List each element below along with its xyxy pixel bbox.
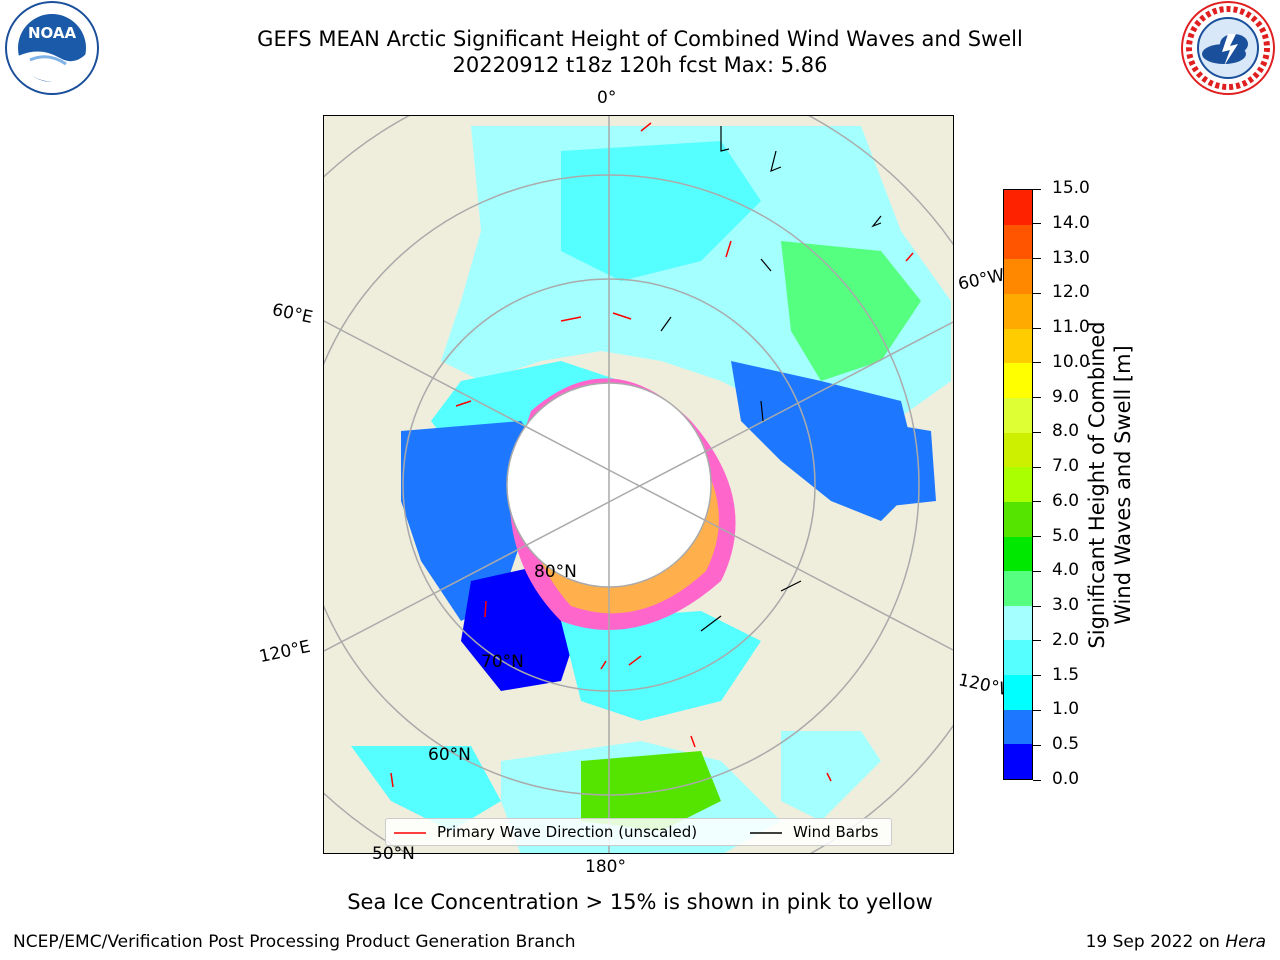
map-canvas — [324, 116, 953, 853]
wave-direction-arrows — [390, 122, 914, 788]
colorbar-tick-label: 5.0 — [1052, 525, 1080, 546]
colorbar — [1003, 189, 1033, 780]
lat-label-60n: 60°N — [428, 745, 471, 765]
colorbar-tick-label: 1.0 — [1052, 699, 1080, 720]
ocean-baffin — [731, 361, 921, 521]
colorbar-tick-mark — [1033, 258, 1041, 260]
wind-barbs — [660, 126, 882, 632]
colorbar-tick-mark — [1033, 397, 1041, 399]
lat-label-70n: 70°N — [481, 652, 524, 672]
ocean-atlantic-inner — [561, 141, 761, 281]
lon-label-0: 0° — [597, 88, 617, 108]
colorbar-tick-mark — [1033, 744, 1041, 746]
credit-text: NCEP/EMC/Verification Post Processing Pr… — [13, 932, 576, 952]
colorbar-swatch — [1004, 744, 1032, 779]
colorbar-swatch — [1004, 640, 1032, 676]
colorbar-tick-label: 8.0 — [1052, 421, 1080, 442]
colorbar-swatch — [1004, 294, 1032, 329]
lon-label-180: 180° — [585, 857, 626, 877]
legend-wind-label: Wind Barbs — [793, 823, 879, 841]
wave-legend-line — [394, 832, 426, 834]
colorbar-tick-mark — [1033, 501, 1041, 503]
colorbar-tick-mark — [1033, 709, 1041, 711]
colorbar-tick-mark — [1033, 362, 1041, 364]
colorbar-tick-label: 6.0 — [1052, 490, 1080, 511]
nws-logo — [1181, 1, 1275, 95]
colorbar-tick-mark — [1033, 188, 1041, 190]
colorbar-swatch — [1004, 363, 1032, 398]
colorbar-tick-label: 7.0 — [1052, 456, 1080, 477]
colorbar-tick-label: 13.0 — [1052, 247, 1090, 268]
colorbar-tick-label: 12.0 — [1052, 282, 1090, 303]
colorbar-swatch — [1004, 259, 1032, 295]
lat-label-80n: 80°N — [534, 562, 577, 582]
colorbar-tick-label: 0.0 — [1052, 769, 1080, 789]
colorbar-tick-mark — [1033, 640, 1041, 642]
legend-wave-label: Primary Wave Direction (unscaled) — [437, 823, 698, 841]
chart-title: GEFS MEAN Arctic Significant Height of C… — [257, 27, 1023, 51]
colorbar-swatch — [1004, 571, 1032, 606]
noaa-logo: NOAA — [5, 1, 99, 95]
ocean-pacific-swell — [581, 751, 721, 831]
colorbar-tick-mark — [1033, 223, 1041, 225]
colorbar-swatch — [1004, 536, 1032, 572]
colorbar-tick-mark — [1033, 675, 1041, 677]
sea-ice-note: Sea Ice Concentration > 15% is shown in … — [347, 890, 933, 914]
colorbar-tick-label: 10.0 — [1052, 351, 1090, 372]
machine-name: Hera — [1225, 932, 1266, 952]
run-date-text: 19 Sep 2022 on — [1085, 932, 1226, 952]
colorbar-tick-label: 1.5 — [1052, 664, 1080, 685]
wind-legend-line — [750, 832, 782, 834]
ocean-chukchi — [561, 611, 761, 721]
colorbar-tick-label: 2.0 — [1052, 629, 1080, 650]
colorbar-tick-label: 14.0 — [1052, 212, 1090, 233]
ocean-okhotsk — [351, 746, 501, 831]
graticule — [324, 116, 953, 853]
colorbar-tick-label: 9.0 — [1052, 386, 1080, 407]
colorbar-tick-mark — [1033, 292, 1041, 294]
ocean-hudson — [871, 421, 936, 506]
colorbar-swatch — [1004, 605, 1032, 641]
chart-subtitle: 20220912 t18z 120h fcst Max: 5.86 — [452, 53, 828, 77]
lon-label-60w: 60°W — [956, 265, 1007, 295]
colorbar-tick-mark — [1033, 536, 1041, 538]
map-legend: Primary Wave Direction (unscaled) Wind B… — [385, 818, 892, 846]
colorbar-tick-label: 11.0 — [1052, 317, 1090, 338]
colorbar-tick-label: 15.0 — [1052, 178, 1090, 198]
colorbar-tick-mark — [1033, 431, 1041, 433]
colorbar-tick-mark — [1033, 605, 1041, 607]
lon-label-60e: 60°E — [270, 299, 315, 329]
lon-label-120e: 120°E — [257, 636, 313, 668]
colorbar-swatch — [1004, 501, 1032, 537]
colorbar-swatch — [1004, 709, 1032, 745]
colorbar-tick-label: 3.0 — [1052, 595, 1080, 616]
colorbar-tick-mark — [1033, 570, 1041, 572]
colorbar-swatch — [1004, 432, 1032, 468]
colorbar-tick-mark — [1033, 466, 1041, 468]
colorbar-swatch — [1004, 328, 1032, 364]
colorbar-tick-label: 4.0 — [1052, 560, 1080, 581]
map-panel — [323, 115, 954, 854]
colorbar-swatch — [1004, 675, 1032, 710]
colorbar-tick-label: 0.5 — [1052, 734, 1080, 755]
colorbar-swatch — [1004, 397, 1032, 433]
colorbar-label-line2: Wind Waves and Swell [m] — [1111, 345, 1135, 625]
noaa-logo-text: NOAA — [28, 24, 77, 42]
colorbar-swatch — [1004, 224, 1032, 260]
ocean-gulf-alaska — [781, 731, 881, 821]
colorbar-label-line1: Significant Height of Combined — [1085, 321, 1109, 649]
colorbar-swatch — [1004, 467, 1032, 502]
run-date: 19 Sep 2022 on Hera — [1086, 932, 1266, 952]
lat-label-50n: 50°N — [372, 844, 415, 864]
colorbar-tick-mark — [1033, 327, 1041, 329]
colorbar-tick-mark — [1033, 779, 1041, 781]
colorbar-label: Significant Height of Combined Wind Wave… — [1084, 321, 1136, 648]
colorbar-swatch — [1004, 190, 1032, 225]
